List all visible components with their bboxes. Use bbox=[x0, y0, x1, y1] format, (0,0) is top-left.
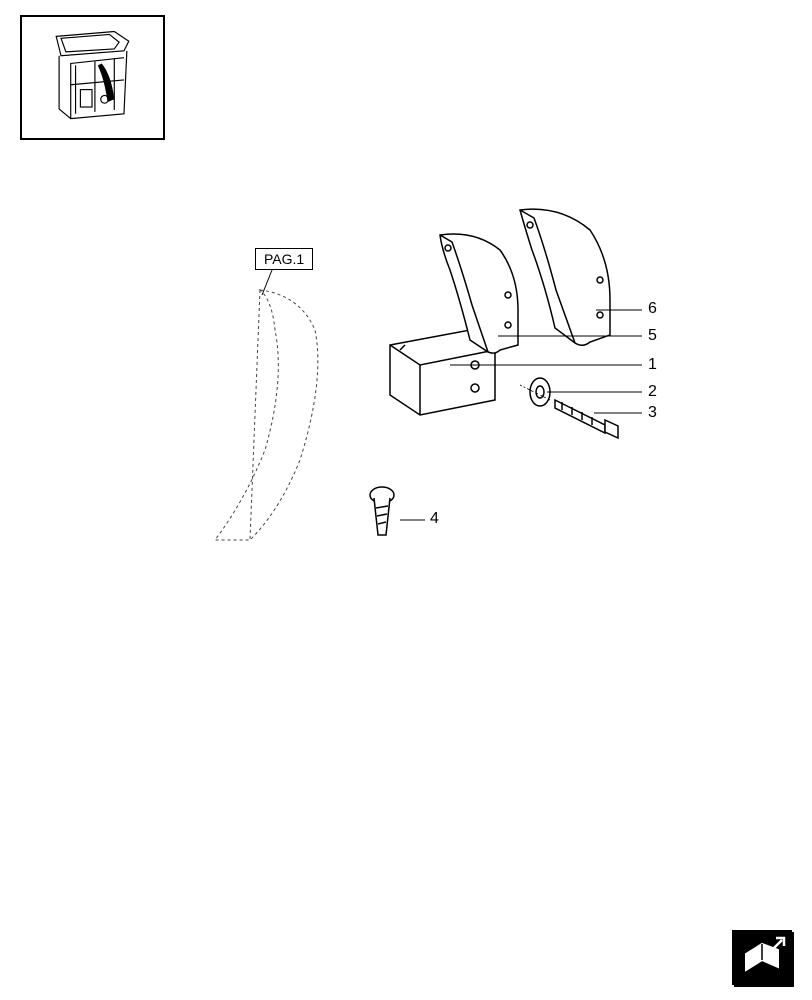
thumbnail-reference bbox=[20, 15, 165, 140]
pag-label-text: PAG.1 bbox=[264, 251, 304, 267]
corner-nav-icon[interactable] bbox=[732, 930, 792, 985]
arrow-box-icon bbox=[734, 932, 794, 987]
part-4-screw bbox=[370, 487, 394, 535]
callout-4-text: 4 bbox=[430, 510, 439, 527]
callout-3: 3 bbox=[648, 404, 657, 422]
callout-1-text: 1 bbox=[648, 356, 657, 373]
parts-diagram bbox=[100, 200, 750, 650]
callout-5-text: 5 bbox=[648, 327, 657, 344]
reference-part-dotted bbox=[215, 290, 318, 540]
callout-1: 1 bbox=[648, 356, 657, 374]
part-3-bolt bbox=[555, 400, 618, 438]
page-reference-label: PAG.1 bbox=[255, 248, 313, 270]
callout-4: 4 bbox=[430, 510, 439, 528]
callout-3-text: 3 bbox=[648, 404, 657, 421]
callout-6-text: 6 bbox=[648, 300, 657, 317]
callout-5: 5 bbox=[648, 327, 657, 345]
callout-2-text: 2 bbox=[648, 383, 657, 400]
callout-2: 2 bbox=[648, 383, 657, 401]
part-6-shield bbox=[520, 209, 610, 345]
cab-thumbnail-icon bbox=[22, 17, 163, 138]
part-2-washer bbox=[530, 378, 550, 406]
callout-6: 6 bbox=[648, 300, 657, 318]
